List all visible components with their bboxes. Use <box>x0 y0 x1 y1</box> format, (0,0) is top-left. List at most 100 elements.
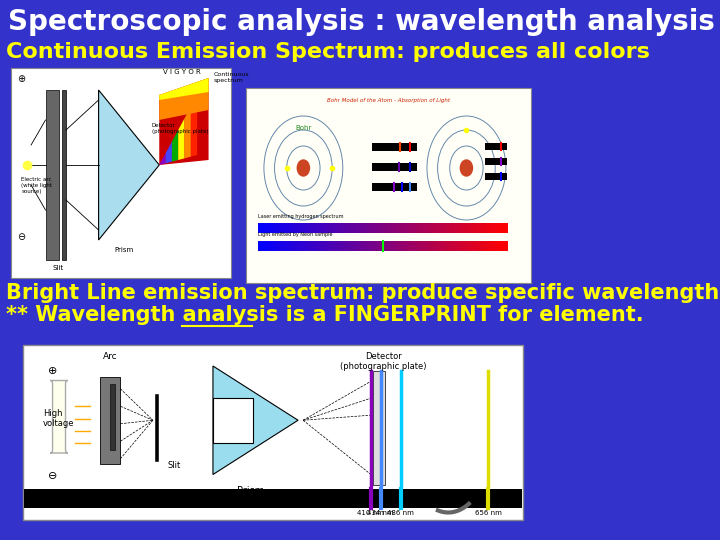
Bar <box>485 223 488 233</box>
Text: Electric arc
(white light
source): Electric arc (white light source) <box>21 178 53 194</box>
Bar <box>271 241 273 251</box>
Bar <box>313 241 315 251</box>
Bar <box>415 241 418 251</box>
Bar <box>275 223 278 233</box>
Bar <box>420 241 423 251</box>
Bar <box>490 241 493 251</box>
Bar <box>478 241 480 251</box>
Bar <box>466 223 468 233</box>
Bar <box>300 241 303 251</box>
Bar <box>408 241 410 251</box>
Bar <box>23 345 523 520</box>
Bar <box>418 223 420 233</box>
Text: Bohr: Bohr <box>295 125 312 131</box>
Bar <box>333 223 336 233</box>
Bar <box>471 241 473 251</box>
Bar <box>483 223 485 233</box>
Bar <box>483 241 485 251</box>
Bar <box>400 241 403 251</box>
Bar <box>443 223 446 233</box>
Bar <box>363 223 366 233</box>
Bar <box>461 241 463 251</box>
Bar <box>463 241 466 251</box>
Text: ⊖: ⊖ <box>17 232 24 242</box>
Bar <box>351 241 353 251</box>
Bar <box>383 223 385 233</box>
Bar <box>293 241 295 251</box>
Bar <box>318 241 320 251</box>
Bar <box>273 241 275 251</box>
Bar <box>280 223 283 233</box>
Bar <box>446 241 448 251</box>
Bar <box>405 241 408 251</box>
Bar <box>305 223 308 233</box>
Bar <box>285 241 288 251</box>
Bar <box>378 223 380 233</box>
Bar <box>480 241 483 251</box>
Polygon shape <box>159 153 166 165</box>
Bar <box>313 223 315 233</box>
Bar <box>468 241 471 251</box>
Bar <box>476 241 478 251</box>
Bar <box>323 223 325 233</box>
Bar <box>290 241 293 251</box>
Bar <box>298 223 300 233</box>
Bar <box>341 223 343 233</box>
Bar <box>353 241 356 251</box>
Bar <box>385 241 388 251</box>
Bar <box>330 241 333 251</box>
Bar <box>12 68 231 278</box>
Bar <box>478 223 480 233</box>
Text: 434 nm: 434 nm <box>367 510 394 516</box>
Bar <box>348 241 351 251</box>
Bar <box>413 223 415 233</box>
Bar <box>505 241 508 251</box>
Bar <box>328 241 330 251</box>
Bar <box>403 223 405 233</box>
Bar <box>308 241 310 251</box>
Bar <box>420 223 423 233</box>
Bar <box>380 223 383 233</box>
Bar <box>415 223 418 233</box>
Bar <box>372 163 417 171</box>
Text: Laser emitting hydrogen spectrum: Laser emitting hydrogen spectrum <box>258 214 343 219</box>
Bar <box>268 241 271 251</box>
Bar <box>305 241 308 251</box>
Bar <box>485 241 488 251</box>
Bar <box>333 241 336 251</box>
Bar <box>395 223 398 233</box>
Bar <box>493 241 495 251</box>
Text: Arc: Arc <box>103 352 117 361</box>
Bar <box>372 143 417 151</box>
Bar <box>346 223 348 233</box>
Bar <box>336 223 338 233</box>
Bar <box>366 241 368 251</box>
Bar <box>300 223 303 233</box>
Text: High
voltage: High voltage <box>42 409 74 428</box>
Bar <box>24 489 522 508</box>
Bar <box>503 223 505 233</box>
Bar <box>448 223 451 233</box>
Polygon shape <box>159 78 209 100</box>
Bar <box>490 223 493 233</box>
Bar <box>368 223 371 233</box>
Bar <box>433 241 436 251</box>
Bar <box>418 241 420 251</box>
Bar <box>351 223 353 233</box>
Bar <box>438 223 441 233</box>
Bar <box>376 223 378 233</box>
Polygon shape <box>184 107 191 158</box>
Bar <box>62 90 66 260</box>
Bar <box>463 223 466 233</box>
Bar <box>436 223 438 233</box>
Text: Slit: Slit <box>168 461 181 469</box>
FancyBboxPatch shape <box>50 381 68 453</box>
Bar <box>448 241 451 251</box>
Text: Bright Line emission spectrum: produce specific wavelengths: Bright Line emission spectrum: produce s… <box>6 283 720 303</box>
Text: Light emitted by Neon sample: Light emitted by Neon sample <box>258 232 333 237</box>
Bar <box>288 223 290 233</box>
Bar <box>443 241 446 251</box>
Bar <box>343 223 346 233</box>
Bar <box>456 241 458 251</box>
Polygon shape <box>172 130 179 161</box>
